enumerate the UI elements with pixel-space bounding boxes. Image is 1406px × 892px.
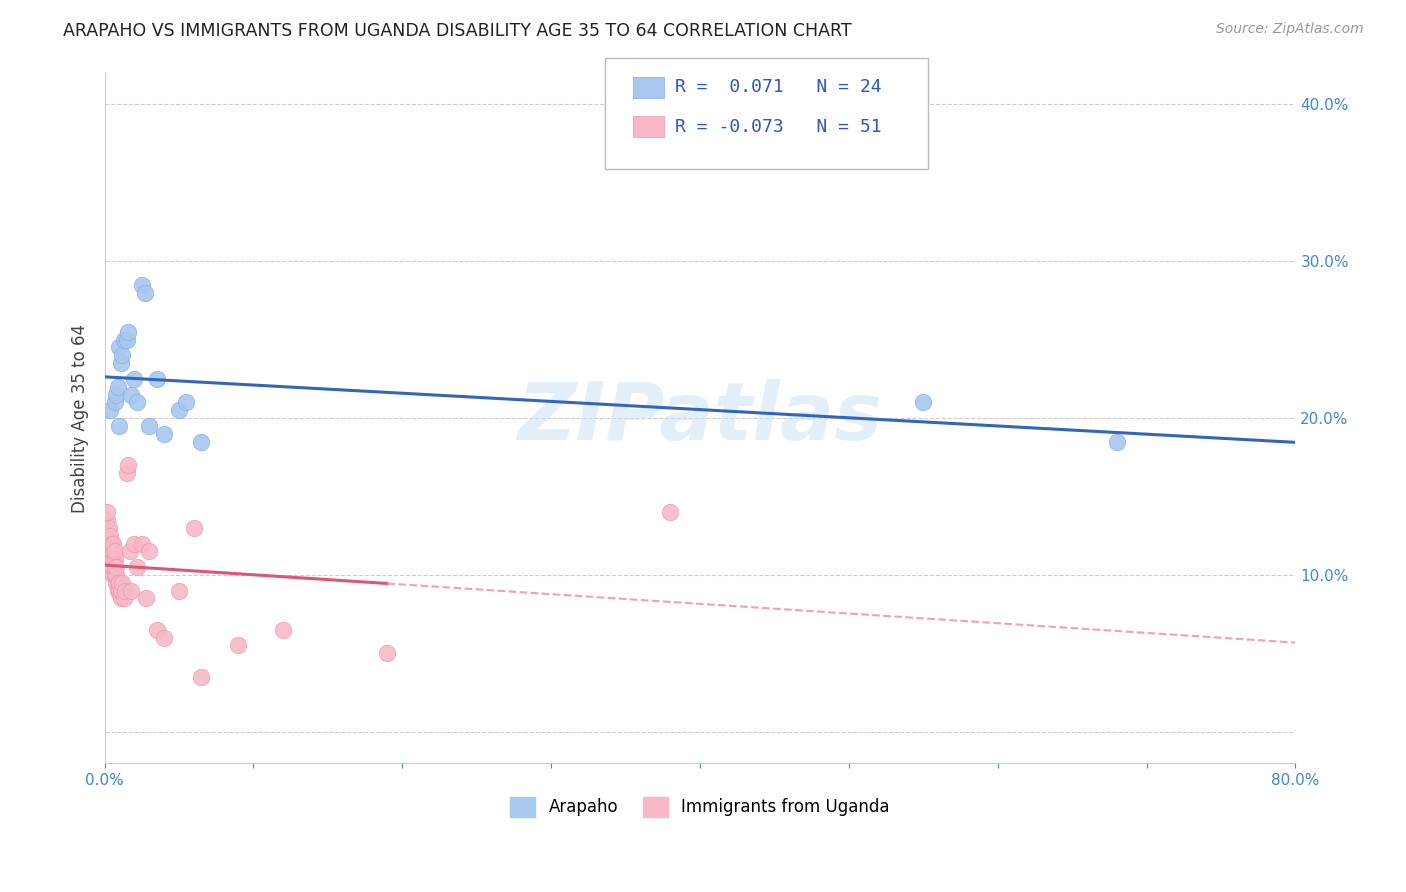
Point <box>912 395 935 409</box>
Point <box>271 623 294 637</box>
Point <box>108 341 131 355</box>
Text: Source: ZipAtlas.com: Source: ZipAtlas.com <box>1216 22 1364 37</box>
Point <box>112 591 135 606</box>
Point <box>100 529 122 543</box>
Point <box>167 403 190 417</box>
Point <box>98 529 121 543</box>
Point <box>176 395 198 409</box>
Point <box>101 536 124 550</box>
Point <box>190 434 212 449</box>
Point <box>104 395 127 409</box>
Text: ARAPAHO VS IMMIGRANTS FROM UGANDA DISABILITY AGE 35 TO 64 CORRELATION CHART: ARAPAHO VS IMMIGRANTS FROM UGANDA DISABI… <box>63 22 852 40</box>
Point <box>115 333 138 347</box>
Point <box>167 583 190 598</box>
Point <box>145 372 167 386</box>
Point <box>120 583 142 598</box>
Point <box>124 536 146 550</box>
Point <box>153 631 176 645</box>
Point <box>103 536 125 550</box>
Point <box>110 356 132 370</box>
Point <box>104 544 127 558</box>
Point <box>111 348 134 362</box>
Point <box>108 583 131 598</box>
Point <box>115 466 138 480</box>
Point <box>135 591 157 606</box>
Point <box>124 372 146 386</box>
Point <box>104 560 127 574</box>
Point <box>103 568 125 582</box>
Point <box>100 403 122 417</box>
Point <box>100 536 122 550</box>
Point <box>117 325 139 339</box>
Text: R = -0.073   N = 51: R = -0.073 N = 51 <box>675 118 882 136</box>
Point <box>100 544 122 558</box>
Point <box>153 426 176 441</box>
Point <box>138 544 160 558</box>
Point <box>96 513 118 527</box>
Point <box>98 536 121 550</box>
Point <box>112 333 135 347</box>
Point <box>134 285 156 300</box>
Point <box>107 583 129 598</box>
Point <box>228 639 250 653</box>
Point <box>183 521 205 535</box>
Point <box>96 505 118 519</box>
Point <box>104 552 127 566</box>
Point <box>377 646 399 660</box>
Point <box>127 560 149 574</box>
Point <box>145 623 167 637</box>
Point <box>98 521 121 535</box>
Point <box>101 544 124 558</box>
Point <box>1105 434 1128 449</box>
Point <box>131 277 153 292</box>
Point <box>103 544 125 558</box>
Point <box>108 575 131 590</box>
Point <box>118 544 141 558</box>
Point <box>138 418 160 433</box>
Point <box>103 560 125 574</box>
Legend: Arapaho, Immigrants from Uganda: Arapaho, Immigrants from Uganda <box>503 790 897 824</box>
Point <box>110 583 132 598</box>
Point <box>114 583 136 598</box>
Point <box>110 591 132 606</box>
Point <box>105 575 128 590</box>
Point <box>107 380 129 394</box>
Text: R =  0.071   N = 24: R = 0.071 N = 24 <box>675 78 882 96</box>
Point <box>104 568 127 582</box>
Point <box>108 418 131 433</box>
Text: ZIPatlas: ZIPatlas <box>517 379 883 457</box>
Point <box>105 387 128 401</box>
Point <box>105 568 128 582</box>
Point <box>120 387 142 401</box>
Y-axis label: Disability Age 35 to 64: Disability Age 35 to 64 <box>72 324 89 513</box>
Point <box>101 552 124 566</box>
Point <box>117 458 139 472</box>
Point <box>103 552 125 566</box>
Point <box>190 670 212 684</box>
Point <box>659 505 682 519</box>
Point <box>107 575 129 590</box>
Point <box>131 536 153 550</box>
Point <box>111 575 134 590</box>
Point <box>127 395 149 409</box>
Point <box>105 560 128 574</box>
Point <box>101 560 124 574</box>
